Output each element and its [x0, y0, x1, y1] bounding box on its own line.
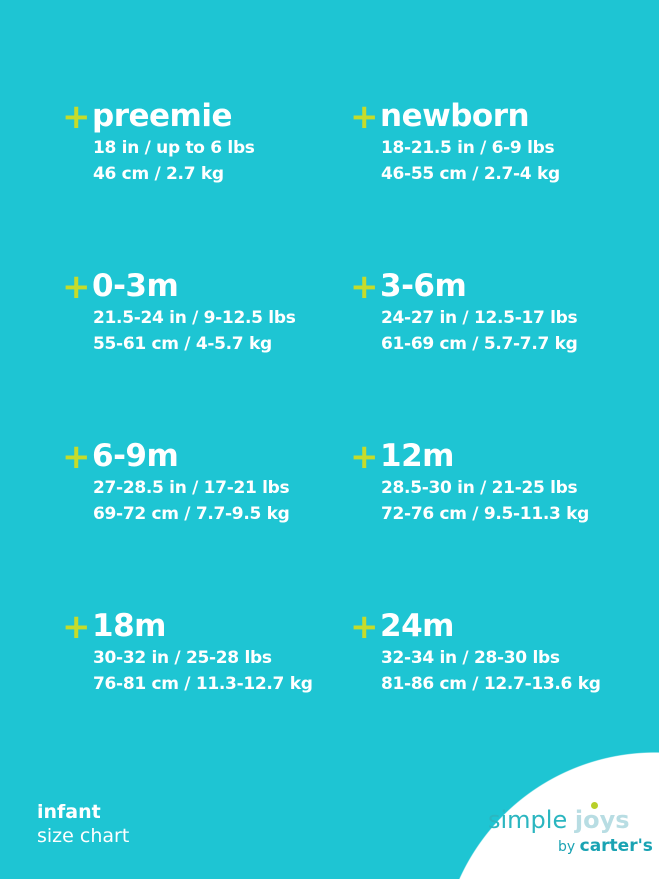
logo-dot-icon: [590, 802, 598, 809]
logo-by: by: [558, 839, 576, 855]
logo-badge: [440, 752, 659, 879]
size-name: 18m: [92, 608, 166, 644]
plus-icon: +: [62, 437, 91, 477]
size-imperial: 27-28.5 in / 17-21 lbs: [93, 478, 290, 498]
logo-simple: simple: [488, 806, 568, 834]
size-metric: 46-55 cm / 2.7-4 kg: [381, 164, 560, 184]
caption-title: infant: [37, 801, 101, 823]
size-name: 0-3m: [92, 268, 179, 304]
size-imperial: 24-27 in / 12.5-17 lbs: [381, 308, 578, 328]
plus-icon: +: [350, 267, 379, 307]
size-imperial: 28.5-30 in / 21-25 lbs: [381, 478, 578, 498]
plus-icon: +: [350, 97, 379, 137]
plus-icon: +: [350, 607, 379, 647]
size-name: 6-9m: [92, 438, 179, 474]
size-name: newborn: [380, 98, 530, 134]
size-metric: 72-76 cm / 9.5-11.3 kg: [381, 504, 590, 524]
plus-icon: +: [62, 267, 91, 307]
plus-icon: +: [62, 607, 91, 647]
logo-brand: carter's: [579, 836, 653, 856]
chart-caption: infant size chart: [37, 800, 129, 848]
size-metric: 76-81 cm / 11.3-12.7 kg: [93, 674, 313, 694]
size-metric: 81-86 cm / 12.7-13.6 kg: [381, 674, 601, 694]
plus-icon: +: [350, 437, 379, 477]
brand-logo: simple joys by carter's: [488, 802, 653, 856]
size-metric: 46 cm / 2.7 kg: [93, 164, 224, 184]
size-metric: 55-61 cm / 4-5.7 kg: [93, 334, 272, 354]
size-metric: 69-72 cm / 7.7-9.5 kg: [93, 504, 290, 524]
size-imperial: 21.5-24 in / 9-12.5 lbs: [93, 308, 296, 328]
logo-joys: joys: [574, 806, 630, 834]
size-name: 3-6m: [380, 268, 467, 304]
plus-icon: +: [62, 97, 91, 137]
size-name: 24m: [380, 608, 454, 644]
size-name: 12m: [380, 438, 454, 474]
size-imperial: 18 in / up to 6 lbs: [93, 138, 255, 158]
size-imperial: 30-32 in / 25-28 lbs: [93, 648, 272, 668]
size-imperial: 18-21.5 in / 6-9 lbs: [381, 138, 555, 158]
size-name: preemie: [92, 98, 232, 134]
size-imperial: 32-34 in / 28-30 lbs: [381, 648, 560, 668]
size-metric: 61-69 cm / 5.7-7.7 kg: [381, 334, 578, 354]
caption-subtitle: size chart: [37, 825, 130, 847]
